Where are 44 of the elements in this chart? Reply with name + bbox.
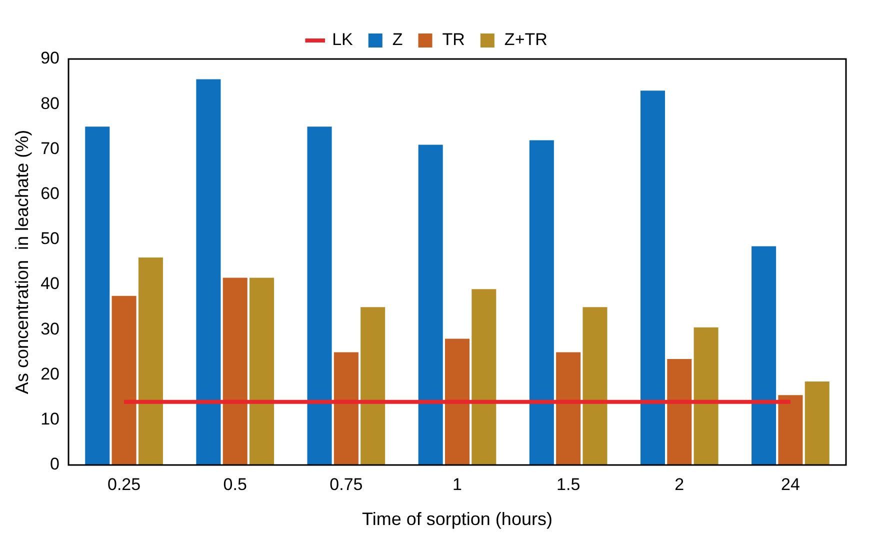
x-tick-label: 24 bbox=[781, 474, 800, 494]
bar bbox=[360, 307, 386, 465]
bar bbox=[138, 257, 163, 465]
bar bbox=[112, 296, 136, 465]
x-tick-label: 1.5 bbox=[556, 474, 580, 494]
bar bbox=[556, 352, 581, 465]
y-tick-label: 30 bbox=[40, 319, 60, 338]
bar bbox=[418, 144, 443, 465]
bar bbox=[752, 246, 776, 465]
y-tick-label: 80 bbox=[40, 94, 60, 113]
bar bbox=[222, 278, 248, 465]
y-tick-label: 70 bbox=[40, 138, 60, 158]
bar bbox=[85, 126, 110, 465]
bar bbox=[196, 79, 221, 465]
bar bbox=[472, 289, 496, 465]
legend-label: TR bbox=[442, 30, 465, 50]
legend-label: Z bbox=[392, 30, 403, 50]
y-tick-label: 50 bbox=[40, 229, 60, 248]
y-tick-label: 40 bbox=[40, 274, 60, 294]
y-axis-title: As concentration in leachate (%) bbox=[12, 130, 32, 394]
x-tick-label: 0.5 bbox=[223, 474, 247, 494]
bar bbox=[444, 338, 470, 465]
legend-label: Z+TR bbox=[504, 30, 548, 50]
bar bbox=[694, 327, 718, 465]
bar bbox=[582, 307, 608, 465]
bar bbox=[307, 126, 332, 465]
y-tick-label: 0 bbox=[50, 454, 60, 474]
x-tick-label: 0.75 bbox=[330, 474, 363, 494]
x-tick-label: 0.25 bbox=[107, 474, 141, 494]
y-tick-label: 10 bbox=[40, 410, 60, 429]
bar bbox=[667, 358, 692, 465]
bar bbox=[250, 278, 274, 465]
x-tick-label: 2 bbox=[674, 474, 684, 494]
x-tick-label: 1 bbox=[452, 474, 462, 494]
bar bbox=[778, 395, 803, 465]
legend-label: LK bbox=[332, 30, 354, 50]
y-tick-label: 20 bbox=[40, 364, 60, 384]
bar bbox=[529, 140, 554, 465]
x-axis-title: Time of sorption (hours) bbox=[362, 509, 552, 530]
y-tick-label: 90 bbox=[40, 48, 60, 68]
bar bbox=[640, 90, 665, 465]
bar bbox=[804, 382, 830, 465]
y-tick-label: 60 bbox=[40, 184, 60, 204]
bar bbox=[334, 352, 358, 465]
